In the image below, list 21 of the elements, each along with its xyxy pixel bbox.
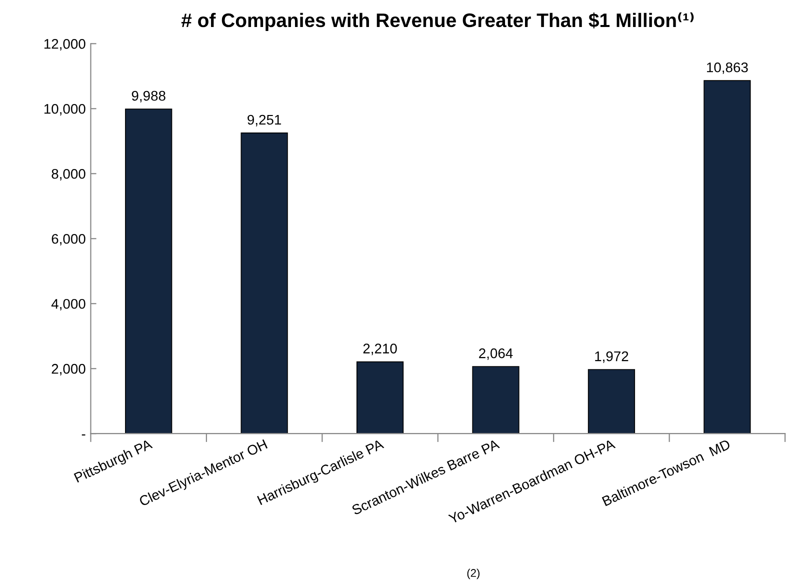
y-tick-label: 12,000 — [44, 38, 86, 50]
bar — [588, 369, 636, 434]
data-label: 9,251 — [248, 114, 282, 126]
bar — [125, 108, 172, 434]
y-tick-label: 4,000 — [51, 298, 86, 310]
bar — [704, 80, 751, 434]
data-label: 1,972 — [595, 351, 628, 363]
data-label: 2,210 — [363, 344, 397, 356]
chart-title: # of Companies with Revenue Greater Than $1 Million⁽¹⁾ — [181, 12, 694, 32]
y-tick-label: 10,000 — [44, 104, 86, 116]
text: (2) — [467, 568, 480, 580]
data-label: 9,988 — [132, 90, 166, 102]
y-tick-label: - — [82, 434, 86, 436]
data-label: 2,064 — [479, 348, 513, 360]
y-tick-label: 8,000 — [52, 168, 86, 180]
data-label: 10,863 — [707, 62, 748, 74]
bar — [472, 366, 520, 434]
y-tick-label: 6,000 — [52, 234, 86, 246]
y-tick-label: 2,000 — [52, 364, 86, 376]
bar — [356, 361, 404, 434]
bar — [240, 132, 288, 434]
